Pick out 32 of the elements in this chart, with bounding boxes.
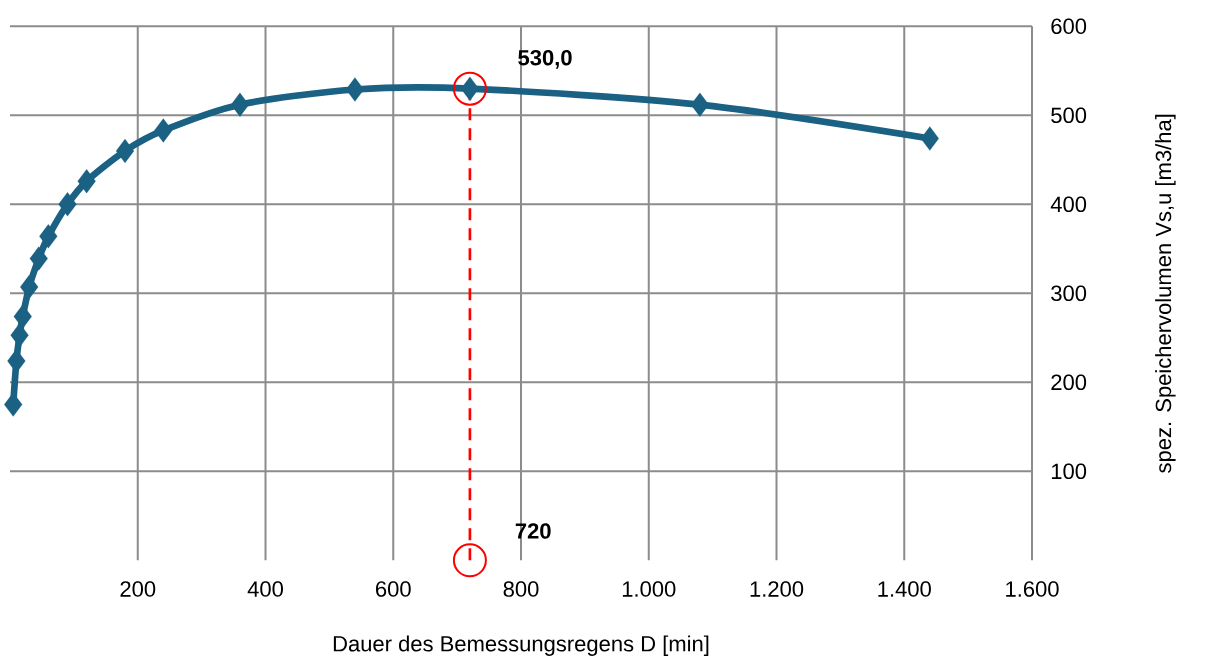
point: [115, 138, 135, 163]
point: [13, 304, 32, 329]
x-tick-label: 1.400: [878, 581, 931, 597]
x-tick-label: 400: [247, 581, 283, 597]
point: [29, 246, 48, 271]
y-tick-label: 400: [1050, 196, 1087, 212]
y-tick-label: 500: [1051, 107, 1087, 123]
y-tick-label: 100: [1051, 463, 1087, 479]
point: [20, 274, 39, 300]
point: [154, 118, 173, 143]
point: [10, 322, 29, 348]
x-tick-label: 1.200: [750, 581, 804, 597]
y-tick-label: 300: [1051, 285, 1087, 301]
point: [77, 168, 96, 194]
annotation: 720: [515, 523, 551, 539]
x-tick-label: 1.600: [1006, 581, 1059, 597]
y-tick-label: 600: [1051, 18, 1087, 34]
x-tick-label: 600: [376, 581, 411, 597]
point: [345, 77, 365, 102]
y-axis-title: spez. Speichervolumen Vs,u [m3/ha]: [1155, 114, 1176, 473]
y-tick-label: 200: [1051, 374, 1087, 390]
x-axis-title: Dauer des Bemessungsregens D [min]: [333, 635, 709, 656]
point: [58, 192, 77, 217]
annotation: 530,0: [518, 49, 572, 69]
x-tick-label: 1.000: [622, 581, 676, 597]
x-tick-label: 800: [503, 581, 539, 597]
point: [4, 392, 23, 417]
point: [690, 92, 709, 117]
x-tick-label: 200: [120, 581, 156, 597]
point: [230, 92, 250, 117]
point: [39, 224, 58, 249]
point: [920, 126, 939, 151]
